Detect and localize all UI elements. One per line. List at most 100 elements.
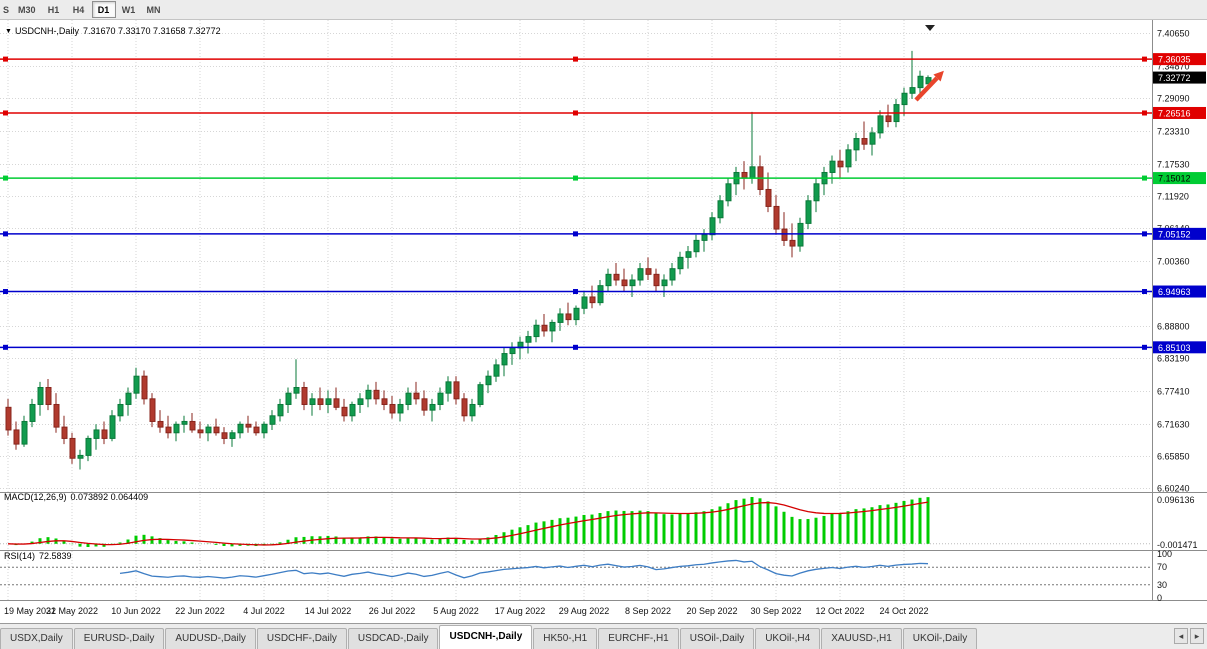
price-line-badge bbox=[1153, 341, 1206, 354]
line-handle[interactable] bbox=[1142, 231, 1147, 237]
candle-body bbox=[725, 183, 732, 202]
tab-scroll-left-button[interactable]: ◂ bbox=[1174, 628, 1188, 644]
price-tick-label: 7.17530 bbox=[1157, 160, 1190, 170]
line-handle[interactable] bbox=[1142, 56, 1147, 62]
line-handle[interactable] bbox=[573, 56, 578, 62]
tab-eurusd-daily[interactable]: EURUSD-,Daily bbox=[73, 628, 165, 649]
tab-ukoil-daily[interactable]: UKOil-,Daily bbox=[902, 628, 978, 649]
rsi-axis-label: 30 bbox=[1157, 580, 1167, 590]
timeframe-button-m30[interactable]: M30 bbox=[18, 5, 36, 15]
candle-body bbox=[749, 166, 756, 179]
candle-body bbox=[789, 239, 796, 247]
tab-scroll-controls: ◂ ▸ bbox=[1172, 623, 1207, 649]
tab-hk50-h1[interactable]: HK50-,H1 bbox=[533, 628, 598, 649]
candle-body bbox=[69, 437, 76, 459]
candle-body bbox=[133, 375, 140, 394]
candle-body bbox=[533, 324, 540, 338]
candle-body bbox=[829, 160, 836, 173]
timeframe-button-w1[interactable]: W1 bbox=[121, 5, 136, 15]
line-handle[interactable] bbox=[573, 344, 578, 350]
date-tick-label: 12 Oct 2022 bbox=[815, 606, 864, 616]
line-handle[interactable] bbox=[3, 289, 8, 295]
candle-body bbox=[877, 115, 884, 134]
candle-body bbox=[77, 454, 84, 459]
rsi-axis-label: 0 bbox=[1157, 593, 1162, 603]
candle-body bbox=[437, 392, 444, 405]
timeframe-button-h4[interactable]: H4 bbox=[72, 5, 85, 15]
date-tick-label: 30 Sep 2022 bbox=[750, 606, 801, 616]
candle-body bbox=[221, 432, 228, 439]
tab-usoil-daily[interactable]: USOil-,Daily bbox=[679, 628, 755, 649]
candle-body bbox=[669, 268, 676, 281]
timeframe-button-partial[interactable]: S bbox=[2, 5, 9, 15]
candle-body bbox=[605, 273, 612, 287]
rsi-line bbox=[119, 559, 929, 579]
candle-body bbox=[357, 398, 364, 405]
candle-body bbox=[149, 398, 156, 422]
candle-body bbox=[685, 251, 692, 258]
candle-body bbox=[557, 313, 564, 323]
price-tick-label: 7.29090 bbox=[1157, 94, 1190, 104]
line-handle[interactable] bbox=[1142, 175, 1147, 181]
tab-xauusd-h1[interactable]: XAUUSD-,H1 bbox=[821, 628, 902, 649]
chart-menu-icon[interactable]: ▼ bbox=[5, 28, 12, 35]
candle-body bbox=[773, 205, 780, 230]
tab-usdcnh-daily[interactable]: USDCNH-,Daily bbox=[439, 625, 533, 649]
tab-scroll-right-button[interactable]: ▸ bbox=[1190, 628, 1204, 644]
candle-body bbox=[589, 296, 596, 304]
timeframe-button-h1[interactable]: H1 bbox=[47, 5, 60, 15]
line-handle[interactable] bbox=[3, 344, 8, 350]
candle-body bbox=[901, 92, 908, 106]
line-handle[interactable] bbox=[573, 175, 578, 181]
candle-body bbox=[853, 138, 860, 151]
line-handle[interactable] bbox=[1142, 110, 1147, 116]
candle-body bbox=[413, 392, 420, 400]
candle-body bbox=[917, 75, 924, 89]
timeframe-button-mn[interactable]: MN bbox=[146, 5, 161, 15]
tab-usdchf-daily[interactable]: USDCHF-,Daily bbox=[256, 628, 347, 649]
macd-axis-bottom-label: -0.001471 bbox=[1157, 540, 1198, 550]
candle-body bbox=[677, 256, 684, 270]
line-handle[interactable] bbox=[1142, 344, 1147, 350]
tab-usdcad-daily[interactable]: USDCAD-,Daily bbox=[347, 628, 439, 649]
last-bar-marker-icon bbox=[925, 25, 935, 31]
tab-usdx-daily[interactable]: USDX,Daily bbox=[0, 628, 73, 649]
line-handle[interactable] bbox=[573, 231, 578, 237]
candle-body bbox=[509, 347, 516, 355]
date-tick-label: 10 Jun 2022 bbox=[111, 606, 161, 616]
line-handle[interactable] bbox=[573, 289, 578, 295]
timeframe-button-d1[interactable]: D1 bbox=[91, 1, 116, 18]
line-handle[interactable] bbox=[3, 110, 8, 116]
candle-body bbox=[781, 228, 788, 241]
line-handle[interactable] bbox=[1142, 289, 1147, 295]
candle-body bbox=[213, 426, 220, 434]
tab-eurchf-h1[interactable]: EURCHF-,H1 bbox=[598, 628, 679, 649]
price-tick-label: 7.00360 bbox=[1157, 257, 1190, 267]
price-line-badge-text: 7.26516 bbox=[1158, 108, 1191, 118]
line-handle[interactable] bbox=[3, 56, 8, 62]
candle-body bbox=[645, 268, 652, 275]
candle-body bbox=[861, 138, 868, 145]
date-tick-label: 20 Sep 2022 bbox=[686, 606, 737, 616]
candle-body bbox=[109, 415, 116, 439]
candle-body bbox=[197, 429, 204, 434]
trend-arrow-shaft[interactable] bbox=[914, 76, 939, 102]
line-handle[interactable] bbox=[573, 110, 578, 116]
price-tick-label: 6.71630 bbox=[1157, 420, 1190, 430]
candle-body bbox=[173, 423, 180, 434]
trend-arrow-head[interactable] bbox=[933, 70, 944, 82]
candle-body bbox=[341, 406, 348, 417]
candle-body bbox=[261, 423, 268, 434]
candle-body bbox=[85, 437, 92, 456]
rsi-current-value: 72.5839 bbox=[39, 551, 72, 561]
line-handle[interactable] bbox=[3, 231, 8, 237]
candle-body bbox=[365, 389, 372, 400]
tab-ukoil-h4[interactable]: UKOil-,H4 bbox=[755, 628, 821, 649]
date-tick-label: 17 Aug 2022 bbox=[495, 606, 546, 616]
line-handle[interactable] bbox=[3, 175, 8, 181]
candle-body bbox=[421, 398, 428, 411]
price-tick-label: 7.34870 bbox=[1157, 62, 1190, 72]
tab-audusd-daily[interactable]: AUDUSD-,Daily bbox=[165, 628, 256, 649]
macd-name: MACD(12,26,9) bbox=[4, 492, 67, 502]
symbol-tabbar: USDX,Daily EURUSD-,Daily AUDUSD-,Daily USDC… bbox=[0, 623, 1207, 649]
